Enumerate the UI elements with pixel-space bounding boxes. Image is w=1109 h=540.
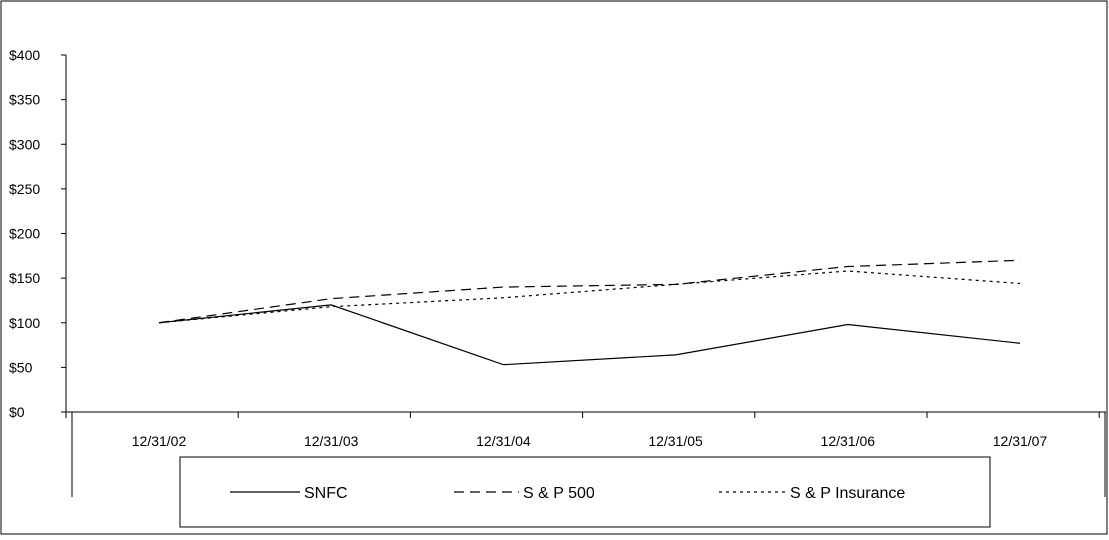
x-tick-label: 12/31/04 [476,433,531,449]
x-tick-label: 12/31/07 [993,433,1048,449]
x-tick-label: 12/31/03 [304,433,359,449]
y-tick-label: $150 [9,270,40,286]
series-line-snfc [158,304,1021,366]
y-tick-label: $350 [9,92,40,108]
y-tick-label: $0 [9,404,25,420]
y-tick-label: $250 [9,181,40,197]
y-tick-label: $300 [9,136,40,152]
series-line-s-p-500 [158,259,1021,324]
legend-box [179,456,991,528]
x-tick-label: 12/31/02 [132,433,187,449]
legend-label-s-p-500: S & P 500 [523,485,595,502]
legend-label-s-p-insurance: S & P Insurance [790,485,905,502]
y-tick-label: $200 [9,226,40,242]
x-tick-label: 12/31/05 [648,433,703,449]
y-tick-label: $50 [9,359,33,375]
legend: SNFC S & P 500 S & P Insurance [179,456,991,528]
y-tick-label: $400 [9,47,40,63]
y-tick-label: $100 [9,315,40,331]
x-tick-label: 12/31/06 [821,433,876,449]
legend-label-snfc: SNFC [304,485,348,502]
